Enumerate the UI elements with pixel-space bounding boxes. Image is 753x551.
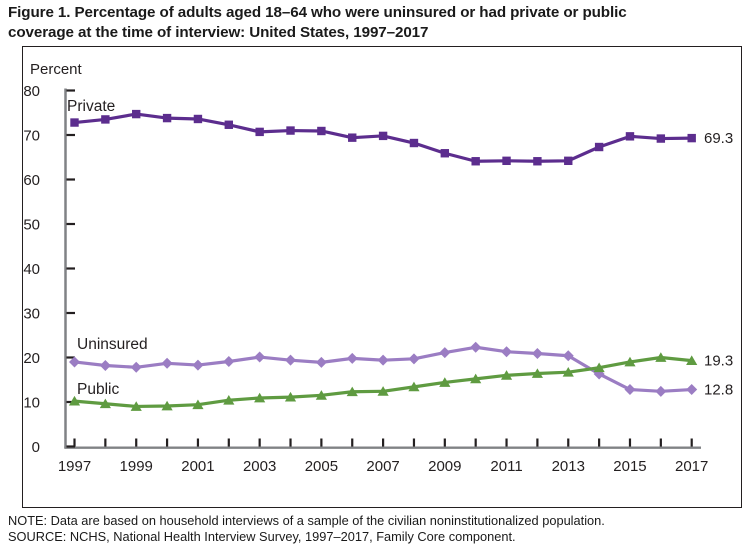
uninsured-marker bbox=[531, 347, 543, 359]
uninsured-marker bbox=[470, 341, 482, 353]
public-marker bbox=[500, 370, 513, 380]
private-marker bbox=[471, 157, 480, 166]
private-marker bbox=[564, 156, 573, 166]
uninsured-end-value-label: 12.8 bbox=[704, 382, 733, 399]
figure-title-line1: Figure 1. Percentage of adults aged 18–6… bbox=[8, 4, 627, 21]
x-tick-label: 2017 bbox=[675, 458, 708, 475]
private-marker bbox=[70, 118, 79, 127]
private-marker bbox=[409, 138, 419, 148]
y-axis-caption: Percent bbox=[30, 61, 83, 78]
private-end-value-label: 69.3 bbox=[704, 130, 733, 147]
uninsured-marker bbox=[346, 352, 358, 364]
uninsured-marker bbox=[192, 359, 204, 371]
y-tick-label: 70 bbox=[23, 128, 40, 145]
x-tick-label: 2013 bbox=[552, 458, 585, 475]
uninsured-marker bbox=[130, 361, 142, 373]
public-marker bbox=[377, 386, 389, 396]
private-marker bbox=[533, 157, 542, 166]
public-marker bbox=[99, 398, 111, 409]
public-marker bbox=[408, 381, 420, 392]
figure-title: Figure 1. Percentage of adults aged 18–6… bbox=[8, 3, 748, 43]
private-marker bbox=[317, 126, 326, 136]
private-marker bbox=[594, 142, 604, 152]
public-marker bbox=[686, 355, 698, 366]
private-series-label: Private bbox=[67, 98, 115, 115]
y-tick-label: 30 bbox=[23, 306, 40, 323]
x-tick-label: 2001 bbox=[181, 458, 214, 475]
uninsured-series-label: Uninsured bbox=[77, 336, 148, 353]
private-marker bbox=[656, 134, 666, 143]
x-tick-label: 2009 bbox=[428, 458, 461, 475]
public-marker bbox=[470, 373, 482, 384]
public-marker bbox=[439, 377, 451, 387]
x-tick-label: 2005 bbox=[305, 458, 338, 475]
public-marker bbox=[192, 399, 204, 410]
private-marker bbox=[132, 109, 141, 119]
public-marker bbox=[346, 386, 358, 397]
y-tick-label: 80 bbox=[23, 83, 40, 100]
uninsured-marker bbox=[161, 357, 173, 369]
public-marker bbox=[624, 356, 636, 367]
private-marker bbox=[101, 115, 110, 124]
public-marker bbox=[254, 392, 266, 403]
uninsured-marker bbox=[655, 385, 667, 397]
x-tick-label: 2007 bbox=[366, 458, 399, 475]
uninsured-marker bbox=[562, 350, 574, 362]
public-marker bbox=[130, 401, 142, 411]
uninsured-marker bbox=[686, 384, 698, 396]
y-tick-label: 0 bbox=[32, 439, 40, 456]
y-tick-label: 10 bbox=[23, 395, 40, 412]
public-marker bbox=[161, 400, 173, 411]
public-marker bbox=[531, 368, 543, 378]
public-marker bbox=[655, 352, 667, 362]
private-marker bbox=[502, 156, 511, 166]
figure-title-line2: coverage at the time of interview: Unite… bbox=[8, 24, 429, 41]
y-tick-label: 20 bbox=[23, 350, 40, 367]
public-marker bbox=[223, 395, 235, 405]
uninsured-marker bbox=[99, 360, 111, 372]
figure-source: SOURCE: NCHS, National Health Interview … bbox=[8, 528, 516, 544]
uninsured-marker bbox=[501, 346, 513, 358]
x-tick-label: 1999 bbox=[120, 458, 153, 475]
private-marker bbox=[348, 133, 357, 142]
uninsured-marker bbox=[315, 356, 327, 368]
uninsured-marker bbox=[624, 384, 636, 396]
y-tick-label: 50 bbox=[23, 217, 40, 234]
private-marker bbox=[224, 120, 233, 129]
public-end-value-label: 19.3 bbox=[704, 353, 733, 370]
public-marker bbox=[284, 391, 297, 402]
public-series-label: Public bbox=[77, 381, 119, 398]
line-chart: 0 10 20 30 40 50 60 70 80 1997 1999 2001 2003 2005 200… bbox=[23, 61, 733, 475]
uninsured-marker bbox=[408, 353, 420, 365]
private-marker bbox=[625, 132, 635, 141]
private-marker bbox=[255, 127, 264, 137]
uninsured-marker bbox=[223, 356, 235, 368]
figure-note: NOTE: Data are based on household interv… bbox=[8, 513, 605, 528]
uninsured-marker bbox=[439, 347, 451, 359]
uninsured-marker bbox=[285, 354, 297, 366]
public-marker bbox=[68, 395, 81, 406]
x-tick-label: 2011 bbox=[490, 458, 522, 475]
private-marker bbox=[440, 149, 450, 158]
public-marker bbox=[562, 366, 574, 377]
private-marker bbox=[162, 113, 172, 123]
private-marker bbox=[193, 114, 203, 124]
uninsured-marker bbox=[254, 351, 266, 363]
y-tick-label: 60 bbox=[23, 172, 40, 189]
chart-area: 0 10 20 30 40 50 60 70 80 1997 1999 2001 2003 2005 200… bbox=[22, 46, 742, 508]
uninsured-marker bbox=[69, 356, 80, 368]
x-tick-label: 1997 bbox=[58, 458, 91, 475]
x-tick-label: 2015 bbox=[613, 458, 646, 475]
figure-footer: NOTE: Data are based on household interv… bbox=[8, 513, 748, 544]
uninsured-marker bbox=[377, 354, 389, 366]
private-marker bbox=[378, 131, 388, 141]
private-marker bbox=[687, 133, 696, 143]
public-marker bbox=[593, 362, 605, 373]
public-marker bbox=[315, 390, 327, 400]
private-marker bbox=[286, 126, 295, 135]
x-tick-label: 2003 bbox=[243, 458, 276, 475]
y-tick-label: 40 bbox=[23, 261, 40, 278]
